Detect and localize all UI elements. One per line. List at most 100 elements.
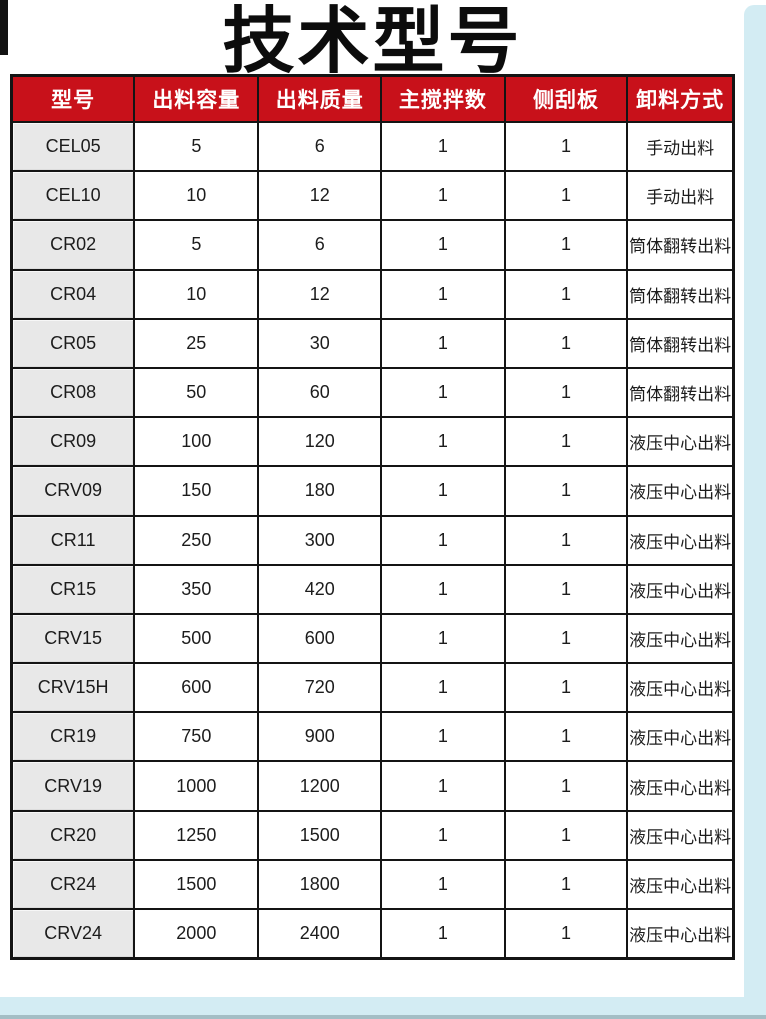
cell-discharge-mass: 120 bbox=[257, 416, 383, 468]
cell-side-scraper: 1 bbox=[503, 170, 629, 222]
page-edge-mark bbox=[0, 0, 8, 55]
table-row: CRV15H 600 720 1 1 液压中心出料 bbox=[10, 662, 735, 714]
table-row: CEL05 5 6 1 1 手动出料 bbox=[10, 120, 735, 173]
cell-discharge-method: 液压中心出料 bbox=[626, 908, 735, 960]
cell-discharge-capacity: 5 bbox=[133, 219, 260, 271]
spec-table: 型号 出料容量 出料质量 主搅拌数 侧刮板 卸料方式 CEL05 5 6 1 1… bbox=[10, 74, 735, 961]
cell-discharge-method: 手动出料 bbox=[626, 120, 735, 173]
cell-discharge-method: 筒体翻转出料 bbox=[626, 366, 735, 419]
cell-discharge-mass: 6 bbox=[257, 219, 383, 271]
cell-discharge-capacity: 1250 bbox=[133, 809, 260, 861]
header-row: 型号 出料容量 出料质量 主搅拌数 侧刮板 卸料方式 bbox=[10, 74, 735, 123]
cell-main-mixer-count: 1 bbox=[380, 858, 506, 911]
cell-model: CRV15 bbox=[10, 612, 136, 665]
cell-discharge-mass: 12 bbox=[257, 170, 383, 222]
cell-discharge-method: 液压中心出料 bbox=[626, 416, 735, 468]
table-row: CR15 350 420 1 1 液压中心出料 bbox=[10, 563, 735, 615]
table-row: CR19 750 900 1 1 液压中心出料 bbox=[10, 711, 735, 763]
cell-main-mixer-count: 1 bbox=[380, 120, 506, 173]
table-row: CRV09 150 180 1 1 液压中心出料 bbox=[10, 465, 735, 517]
table-row: CR02 5 6 1 1 筒体翻转出料 bbox=[10, 219, 735, 271]
cell-discharge-capacity: 10 bbox=[133, 170, 260, 222]
cell-main-mixer-count: 1 bbox=[380, 465, 506, 517]
cell-discharge-mass: 2400 bbox=[257, 908, 383, 960]
page-title: 技术型号 bbox=[222, 2, 523, 82]
cell-side-scraper: 1 bbox=[503, 514, 629, 566]
cell-main-mixer-count: 1 bbox=[380, 662, 506, 714]
cell-model: CR15 bbox=[10, 563, 136, 615]
table-row: CRV15 500 600 1 1 液压中心出料 bbox=[10, 612, 735, 665]
cell-model: CEL10 bbox=[10, 170, 136, 222]
table-row: CEL10 10 12 1 1 手动出料 bbox=[10, 170, 735, 222]
cell-discharge-method: 液压中心出料 bbox=[626, 514, 735, 566]
right-background-strip bbox=[744, 5, 766, 1019]
cell-side-scraper: 1 bbox=[503, 760, 629, 812]
cell-discharge-method: 筒体翻转出料 bbox=[626, 317, 735, 369]
cell-discharge-method: 筒体翻转出料 bbox=[626, 268, 735, 320]
table-row: CRV24 2000 2400 1 1 液压中心出料 bbox=[10, 908, 735, 960]
table-row: CR05 25 30 1 1 筒体翻转出料 bbox=[10, 317, 735, 369]
cell-model: CRV09 bbox=[10, 465, 136, 517]
cell-discharge-mass: 1800 bbox=[257, 858, 383, 911]
cell-discharge-mass: 720 bbox=[257, 662, 383, 714]
cell-discharge-method: 手动出料 bbox=[626, 170, 735, 222]
cell-discharge-method: 液压中心出料 bbox=[626, 809, 735, 861]
cell-model: CR02 bbox=[10, 219, 136, 271]
cell-model: CR20 bbox=[10, 809, 136, 861]
cell-model: CR04 bbox=[10, 268, 136, 320]
cell-side-scraper: 1 bbox=[503, 268, 629, 320]
cell-discharge-method: 液压中心出料 bbox=[626, 563, 735, 615]
cell-discharge-method: 液压中心出料 bbox=[626, 465, 735, 517]
table-row: CR09 100 120 1 1 液压中心出料 bbox=[10, 416, 735, 468]
cell-main-mixer-count: 1 bbox=[380, 416, 506, 468]
cell-discharge-capacity: 25 bbox=[133, 317, 260, 369]
cell-model: CRV24 bbox=[10, 908, 136, 960]
table-row: CR20 1250 1500 1 1 液压中心出料 bbox=[10, 809, 735, 861]
cell-main-mixer-count: 1 bbox=[380, 514, 506, 566]
cell-main-mixer-count: 1 bbox=[380, 366, 506, 419]
cell-main-mixer-count: 1 bbox=[380, 809, 506, 861]
cell-discharge-capacity: 1500 bbox=[133, 858, 260, 911]
cell-model: CR19 bbox=[10, 711, 136, 763]
column-header-discharge-mass: 出料质量 bbox=[257, 74, 383, 123]
cell-discharge-capacity: 50 bbox=[133, 366, 260, 419]
table-row: CRV19 1000 1200 1 1 液压中心出料 bbox=[10, 760, 735, 812]
cell-discharge-capacity: 10 bbox=[133, 268, 260, 320]
bottom-background-band bbox=[0, 997, 766, 1019]
cell-main-mixer-count: 1 bbox=[380, 760, 506, 812]
cell-discharge-method: 液压中心出料 bbox=[626, 662, 735, 714]
cell-main-mixer-count: 1 bbox=[380, 219, 506, 271]
cell-side-scraper: 1 bbox=[503, 612, 629, 665]
cell-discharge-method: 液压中心出料 bbox=[626, 760, 735, 812]
cell-discharge-capacity: 750 bbox=[133, 711, 260, 763]
cell-discharge-capacity: 1000 bbox=[133, 760, 260, 812]
cell-discharge-capacity: 500 bbox=[133, 612, 260, 665]
cell-side-scraper: 1 bbox=[503, 662, 629, 714]
cell-side-scraper: 1 bbox=[503, 858, 629, 911]
cell-side-scraper: 1 bbox=[503, 711, 629, 763]
cell-model: CEL05 bbox=[10, 120, 136, 173]
cell-side-scraper: 1 bbox=[503, 563, 629, 615]
cell-discharge-mass: 12 bbox=[257, 268, 383, 320]
cell-model: CR24 bbox=[10, 858, 136, 911]
cell-discharge-mass: 6 bbox=[257, 120, 383, 173]
column-header-side-scraper: 侧刮板 bbox=[503, 74, 629, 123]
cell-discharge-mass: 300 bbox=[257, 514, 383, 566]
cell-side-scraper: 1 bbox=[503, 809, 629, 861]
cell-discharge-capacity: 5 bbox=[133, 120, 260, 173]
cell-discharge-method: 液压中心出料 bbox=[626, 711, 735, 763]
cell-discharge-mass: 1500 bbox=[257, 809, 383, 861]
cell-side-scraper: 1 bbox=[503, 416, 629, 468]
cell-model: CR11 bbox=[10, 514, 136, 566]
cell-discharge-mass: 1200 bbox=[257, 760, 383, 812]
cell-main-mixer-count: 1 bbox=[380, 268, 506, 320]
cell-main-mixer-count: 1 bbox=[380, 711, 506, 763]
column-header-model: 型号 bbox=[10, 74, 136, 123]
spec-table-header: 型号 出料容量 出料质量 主搅拌数 侧刮板 卸料方式 bbox=[10, 74, 735, 123]
cell-model: CR08 bbox=[10, 366, 136, 419]
cell-model: CR09 bbox=[10, 416, 136, 468]
spec-table-body: CEL05 5 6 1 1 手动出料 CEL10 10 12 1 1 手动出料 … bbox=[10, 120, 735, 960]
cell-side-scraper: 1 bbox=[503, 120, 629, 173]
cell-discharge-capacity: 2000 bbox=[133, 908, 260, 960]
cell-side-scraper: 1 bbox=[503, 317, 629, 369]
